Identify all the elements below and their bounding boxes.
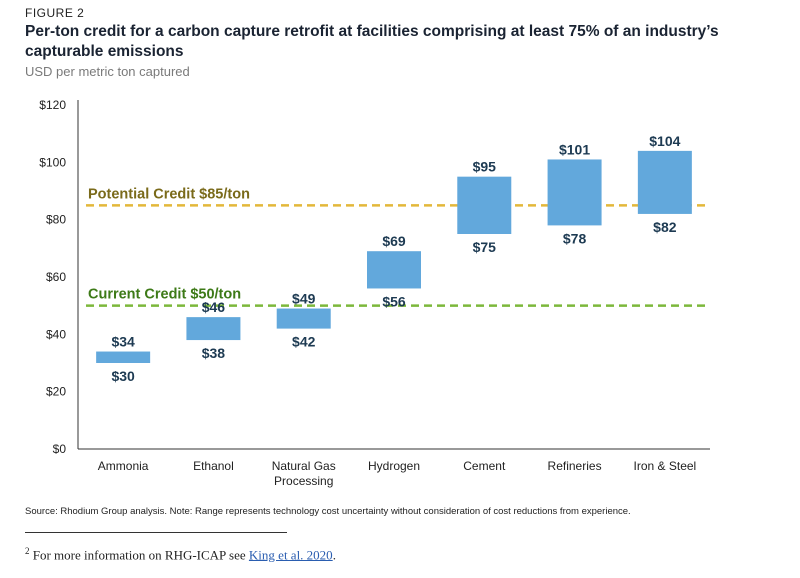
reference-line-label: Potential Credit $85/ton bbox=[88, 186, 250, 202]
high-value-label: $101 bbox=[559, 141, 590, 157]
high-value-label: $69 bbox=[382, 233, 406, 249]
footnote-text: For more information on RHG-ICAP see bbox=[32, 547, 249, 563]
low-value-label: $56 bbox=[382, 293, 406, 309]
low-value-label: $82 bbox=[653, 219, 677, 235]
range-bar bbox=[276, 308, 331, 329]
range-bar bbox=[457, 176, 512, 234]
footnote-marker: 2 bbox=[25, 546, 30, 556]
figure-label: FIGURE 2 bbox=[25, 6, 85, 20]
y-tick-label: $100 bbox=[39, 155, 66, 169]
high-value-label: $49 bbox=[292, 291, 316, 307]
category-label: Ammonia bbox=[98, 459, 149, 473]
range-bar bbox=[637, 150, 692, 214]
bars: $34 $30 $46 $38 $49 $42 $69 $56 $95 $75 $101 $78 $10… bbox=[96, 133, 692, 384]
y-tick-label: $40 bbox=[46, 327, 66, 341]
footnote-divider bbox=[25, 532, 287, 533]
category-label: Refineries bbox=[548, 459, 602, 473]
chart-title: Per-ton credit for a carbon capture retr… bbox=[25, 23, 719, 60]
high-value-label: $46 bbox=[202, 299, 226, 315]
y-tick-label: $20 bbox=[46, 385, 66, 399]
footnote: 2 For more information on RHG-ICAP see K… bbox=[25, 546, 336, 563]
range-bar bbox=[96, 351, 151, 363]
category-label: Hydrogen bbox=[368, 459, 420, 473]
reference-lines: Potential Credit $85/ton Current Credit $… bbox=[86, 186, 710, 307]
reference-line-label: Current Credit $50/ton bbox=[88, 287, 241, 303]
y-axis: $0 $20 $40 $60 $80 $100 $120 bbox=[39, 98, 710, 456]
range-bar bbox=[186, 317, 241, 341]
y-tick-label: $60 bbox=[46, 270, 66, 284]
high-value-label: $104 bbox=[649, 133, 680, 149]
footnote-link[interactable]: King et al. 2020 bbox=[248, 547, 333, 563]
low-value-label: $38 bbox=[202, 345, 226, 361]
category-label: Iron & Steel bbox=[634, 459, 697, 473]
category-label: Processing bbox=[274, 474, 333, 488]
range-bar bbox=[547, 159, 602, 226]
low-value-label: $78 bbox=[563, 230, 587, 246]
y-tick-label: $120 bbox=[39, 98, 66, 112]
category-label: Cement bbox=[463, 459, 506, 473]
low-value-label: $42 bbox=[292, 334, 316, 350]
source-note: Source: Rhodium Group analysis. Note: Ra… bbox=[25, 506, 631, 517]
y-tick-label: $80 bbox=[46, 213, 66, 227]
low-value-label: $30 bbox=[111, 368, 135, 384]
footnote-trailing: . bbox=[332, 547, 336, 563]
range-bar-chart: $0 $20 $40 $60 $80 $100 $120 Potential Credit … bbox=[39, 98, 710, 488]
category-label: Ethanol bbox=[193, 459, 234, 473]
y-tick-label: $0 bbox=[53, 442, 67, 456]
high-value-label: $34 bbox=[111, 334, 135, 350]
range-bar bbox=[367, 251, 421, 289]
low-value-label: $75 bbox=[473, 239, 497, 255]
chart-subtitle: USD per metric ton captured bbox=[25, 64, 190, 79]
high-value-label: $95 bbox=[473, 159, 497, 175]
category-label: Natural Gas bbox=[272, 459, 336, 473]
